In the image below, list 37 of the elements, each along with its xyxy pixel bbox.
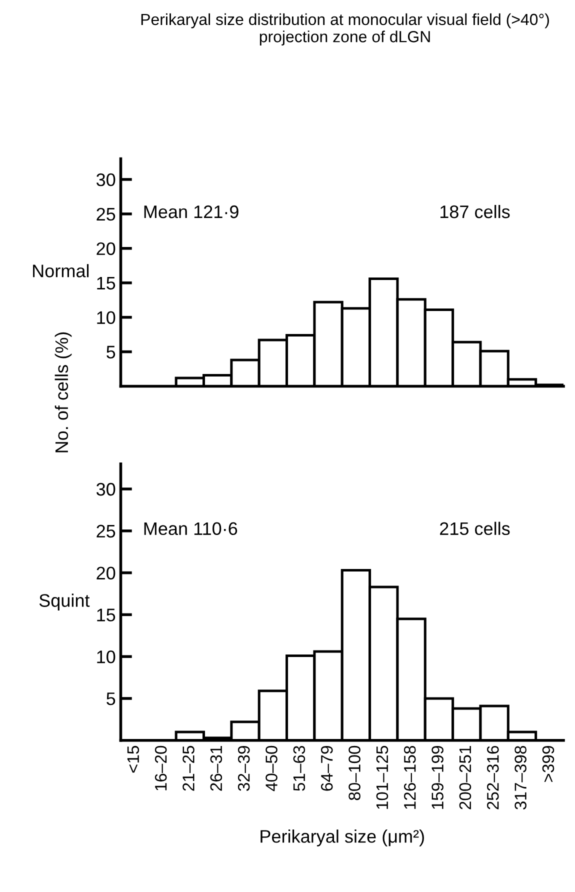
y-tick-label: 10 [97,650,116,664]
x-tick-label: 80–100 [348,746,360,800]
text: Squint [39,594,90,611]
text: Normal [33,264,89,278]
y-tick-label: 30 [96,482,116,496]
x-tick-label: 101–125 [376,746,388,809]
y-axis-title: No. of cells (%) [54,332,72,452]
x-axis-title: Perikaryal size (μm²) [260,830,424,846]
y-tick-label: 5 [106,692,116,706]
annotation: Mean 121·9 [144,205,238,218]
x-tick-label: >399 [542,746,554,782]
annotation: 187 cells [440,204,510,218]
y-tick-label: 25 [96,208,116,221]
annotation: Mean 110·6 [144,522,238,536]
x-tick-label: 252–316 [486,746,499,810]
x-tick-label: 21–25 [182,746,194,791]
x-tick-label: 126–158 [404,746,416,809]
x-tick-label: 32–39 [238,746,250,791]
x-tick-label: 159–199 [432,746,444,809]
x-tick-label: 64–79 [320,746,333,791]
x-tick-label: 51–63 [293,746,306,791]
x-tick-label: 26–31 [210,746,222,791]
y-tick-label: 25 [96,524,116,538]
x-tick-label: 40–50 [266,746,278,792]
x-tick-label: 16–20 [154,746,167,790]
x-tick-label: 317–398 [514,746,526,810]
x-tick-label: 200–251 [459,746,472,810]
y-tick-label: 15 [97,608,116,622]
chart-title: Perikaryal size distribution at monocular visual field (>40°) projection zone of dLGN [141,13,549,46]
x-tick-label: <15 [127,746,140,773]
y-tick-label: 20 [96,566,116,580]
y-tick-label: 10 [97,311,116,324]
y-tick-label: 5 [106,346,116,358]
y-tick-label: 30 [96,173,116,186]
y-tick-label: 15 [97,276,116,290]
annotation: 215 cells [440,522,510,536]
y-tick-label: 20 [96,242,116,256]
